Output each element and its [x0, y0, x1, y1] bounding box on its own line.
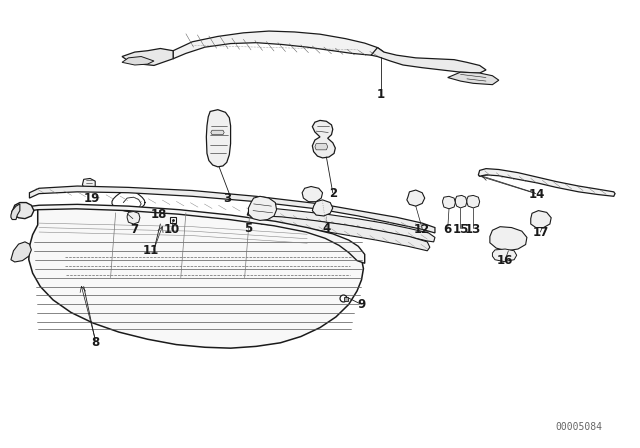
Polygon shape — [448, 72, 499, 85]
Polygon shape — [478, 168, 615, 196]
Polygon shape — [371, 47, 486, 73]
Polygon shape — [206, 110, 230, 167]
Polygon shape — [173, 31, 384, 59]
Polygon shape — [260, 216, 430, 251]
Polygon shape — [122, 56, 154, 65]
Polygon shape — [29, 206, 364, 348]
Text: 17: 17 — [532, 226, 548, 239]
Text: 00005084: 00005084 — [555, 422, 602, 432]
Polygon shape — [211, 130, 224, 135]
Polygon shape — [11, 204, 20, 220]
Text: 15: 15 — [452, 223, 468, 236]
Polygon shape — [122, 48, 173, 65]
Polygon shape — [490, 227, 527, 251]
Polygon shape — [467, 195, 479, 208]
Text: 10: 10 — [164, 223, 180, 236]
Text: 4: 4 — [323, 222, 330, 235]
Text: 13: 13 — [465, 223, 481, 236]
Text: 18: 18 — [151, 208, 167, 221]
Text: 1: 1 — [376, 88, 385, 101]
Polygon shape — [315, 144, 328, 150]
Polygon shape — [531, 211, 551, 228]
Text: 9: 9 — [357, 298, 365, 311]
Polygon shape — [12, 202, 34, 219]
Polygon shape — [127, 211, 140, 224]
Polygon shape — [83, 178, 95, 188]
Polygon shape — [29, 186, 435, 233]
Polygon shape — [11, 242, 31, 262]
Text: 5: 5 — [244, 222, 253, 235]
Text: 12: 12 — [414, 223, 430, 236]
Polygon shape — [302, 186, 323, 202]
Text: 16: 16 — [497, 254, 513, 267]
Text: 14: 14 — [529, 189, 545, 202]
Text: 2: 2 — [329, 187, 337, 200]
Polygon shape — [492, 249, 516, 262]
Polygon shape — [248, 196, 276, 220]
Polygon shape — [12, 204, 365, 263]
Polygon shape — [247, 208, 435, 242]
Text: 7: 7 — [131, 223, 139, 236]
Polygon shape — [407, 190, 425, 206]
Text: 6: 6 — [444, 223, 452, 236]
Polygon shape — [312, 121, 335, 158]
Polygon shape — [443, 196, 456, 209]
Text: 11: 11 — [143, 244, 159, 257]
Text: 3: 3 — [223, 192, 232, 205]
Polygon shape — [312, 200, 333, 216]
Text: 19: 19 — [84, 192, 100, 205]
Polygon shape — [456, 195, 467, 208]
Text: 8: 8 — [91, 336, 99, 349]
